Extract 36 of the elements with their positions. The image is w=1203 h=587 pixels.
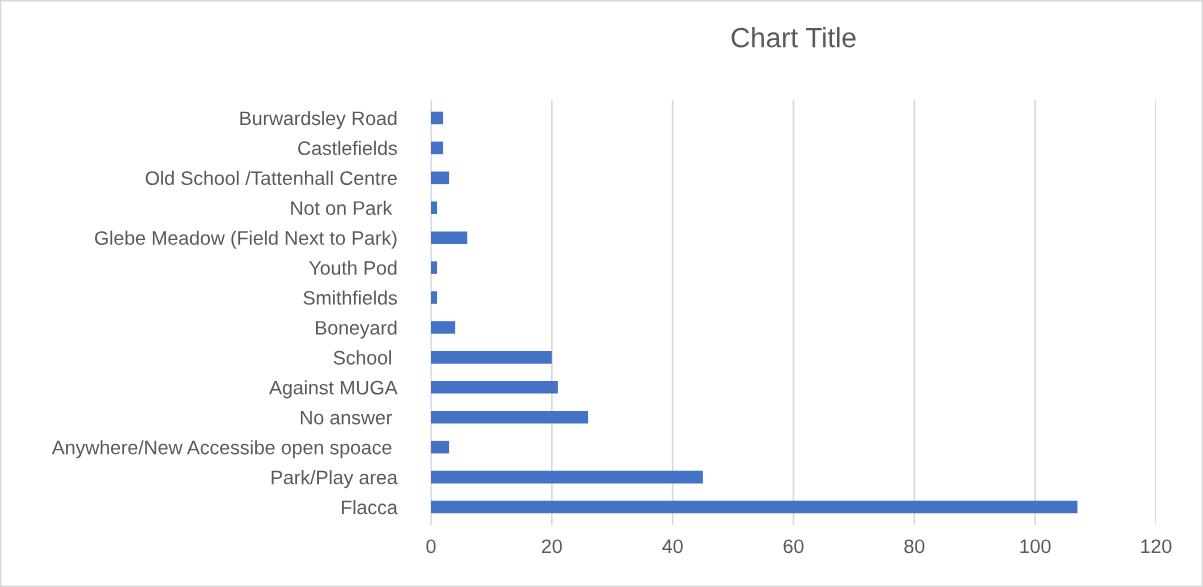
- bar: [431, 470, 703, 484]
- bar: [431, 111, 444, 125]
- y-tick-label: Boneyard: [316, 320, 397, 339]
- bar: [431, 351, 552, 364]
- bar: [431, 231, 468, 244]
- y-tick-label: Youth Pod: [309, 260, 397, 275]
- bar: [431, 201, 438, 215]
- y-tick-label: Smithfields: [303, 290, 397, 305]
- bar: [431, 171, 450, 185]
- y-tick-label: Flacca: [341, 500, 398, 515]
- x-tick-label: 80: [904, 539, 925, 554]
- bar: [431, 381, 558, 394]
- y-tick-label: Anywhere/New Accessibe open spoace: [51, 440, 392, 459]
- chart-title: Chart Title: [731, 27, 856, 48]
- y-tick-label: Old School /Tattenhall Centre: [145, 170, 397, 186]
- y-tick-label: Not on Park: [291, 200, 393, 215]
- y-tick-label: School: [333, 350, 391, 365]
- bar: [431, 500, 1078, 514]
- x-tick-label: 100: [1020, 539, 1051, 554]
- bar: [431, 261, 438, 274]
- x-tick-label: 0: [426, 539, 436, 554]
- y-tick-label: Glebe Meadow (Field Next to Park): [95, 230, 397, 249]
- x-tick-label: 120: [1141, 539, 1172, 554]
- x-tick-label: 60: [783, 539, 804, 554]
- y-tick-label: Against MUGA: [269, 380, 398, 399]
- x-tick-label: 20: [542, 539, 562, 554]
- bar: [431, 440, 450, 454]
- bar: [431, 321, 456, 334]
- y-tick-label: Park/Play area: [271, 470, 398, 489]
- bar: [431, 291, 438, 304]
- bar: [431, 410, 589, 424]
- y-tick-label: Castlefields: [298, 140, 397, 156]
- x-tick-label: 40: [662, 539, 683, 554]
- y-tick-label: Burwardsley Road: [240, 110, 397, 130]
- y-tick-label: No answer: [300, 410, 392, 425]
- bar: [431, 141, 444, 155]
